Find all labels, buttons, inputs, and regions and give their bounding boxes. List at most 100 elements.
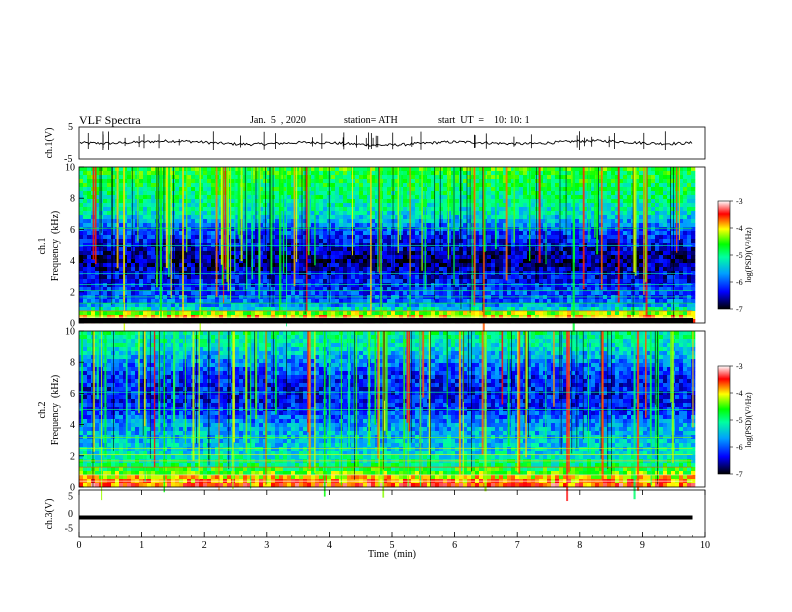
spectrogram-cell [287, 283, 292, 288]
spectrogram-cell [559, 263, 564, 268]
spectrogram-cell [119, 223, 124, 228]
spectrogram-cell [539, 211, 544, 216]
date-label: Jan. 5 , 2020 [250, 115, 306, 126]
spectrogram-cell [679, 267, 684, 272]
spectrogram-cell [683, 223, 688, 228]
spectrogram-cell [367, 239, 372, 244]
spectrogram-cell [499, 227, 504, 232]
spectrogram-cell [191, 275, 196, 280]
spectrogram-cell [627, 291, 632, 296]
spectrogram-cell [583, 215, 588, 220]
spectrogram-cell [659, 183, 664, 188]
spectrogram-cell [447, 235, 452, 240]
spectrogram-cell [199, 171, 204, 176]
spectrogram-cell [563, 259, 568, 264]
spectrogram-cell [691, 187, 696, 192]
spectrogram-cell [259, 283, 264, 288]
spectrogram-cell [647, 255, 652, 260]
spectrogram-cell [687, 267, 692, 272]
spectrogram-cell [611, 175, 616, 180]
spectrogram-cell [195, 235, 200, 240]
spectrogram-cell [611, 227, 616, 232]
spectrogram-cell [523, 187, 528, 192]
spectrogram-cell [227, 263, 232, 268]
spectrogram-cell [235, 291, 240, 296]
spectrogram-cell [267, 207, 272, 212]
spectrogram-cell [335, 247, 340, 252]
spectrogram-cell [539, 191, 544, 196]
spectrogram-cell [283, 187, 288, 192]
spectrogram-cell [291, 227, 296, 232]
spectrogram-cell [683, 267, 688, 272]
spectrogram-cell [447, 259, 452, 264]
spectrogram-cell [603, 227, 608, 232]
spectrogram-cell [335, 227, 340, 232]
spectrogram-cell [651, 219, 656, 224]
spectrogram-cell [131, 251, 136, 256]
spectrogram-cell [523, 247, 528, 252]
spectrogram-cell [623, 255, 628, 260]
spectrogram-cell [411, 167, 416, 172]
spectrogram-cell [559, 283, 564, 288]
spectrogram-cell [655, 283, 660, 288]
spectrogram-cell [551, 167, 556, 172]
spectrogram-cell [83, 223, 88, 228]
spectrogram-cell [583, 219, 588, 224]
spectrogram-cell [627, 247, 632, 252]
spectrogram-cell [535, 283, 540, 288]
spectrogram-cell [467, 203, 472, 208]
spectrogram-cell [607, 291, 612, 296]
spectrogram-cell [471, 211, 476, 216]
spectrogram-cell [563, 183, 568, 188]
spectrogram-cell [339, 223, 344, 228]
spectrogram-cell [487, 211, 492, 216]
spectrogram-cell [591, 291, 596, 296]
spectrogram-cell [295, 199, 300, 204]
spectrogram-cell [527, 279, 532, 284]
spectrogram-cell [235, 223, 240, 228]
spectrogram-cell [539, 195, 544, 200]
spectrogram-cell [251, 263, 256, 268]
spectrogram-cell [395, 191, 400, 196]
spectrogram-cell [111, 183, 116, 188]
spectrogram-cell [195, 187, 200, 192]
spectrogram-cell [131, 267, 136, 272]
spectrogram-cell [143, 267, 148, 272]
spectrogram-cell [103, 259, 108, 264]
spectrogram-cell [635, 279, 640, 284]
spectrogram-cell [615, 247, 620, 252]
spectrogram-cell [539, 183, 544, 188]
spectrogram-cell [291, 203, 296, 208]
spectrogram-cell [455, 211, 460, 216]
spectrogram-cell [471, 207, 476, 212]
spectrogram-cell [575, 279, 580, 284]
spectrogram-cell [203, 215, 208, 220]
spectrogram-cell [87, 223, 92, 228]
spectrogram-cell [619, 219, 624, 224]
spectrogram-cell [483, 263, 488, 268]
spectrogram-cell [235, 283, 240, 288]
spectrogram-cell [579, 219, 584, 224]
spectrogram-cell [559, 255, 564, 260]
spectrogram-cell [563, 179, 568, 184]
spectrogram-cell [519, 215, 524, 220]
spectrogram-cell [375, 227, 380, 232]
spectrogram-cell [583, 187, 588, 192]
spectrogram-cell [123, 191, 128, 196]
spectrogram-cell [163, 267, 168, 272]
spectrogram-cell [131, 199, 136, 204]
spectrogram-cell [507, 287, 512, 292]
spectrogram-cell [191, 227, 196, 232]
spectrogram-cell [199, 291, 204, 296]
spectrogram-cell [655, 219, 660, 224]
spectrogram-cell [591, 171, 596, 176]
spectrogram-cell [267, 191, 272, 196]
spectrogram-cell [247, 227, 252, 232]
spectrogram-cell [275, 235, 280, 240]
spectrogram-cell [415, 235, 420, 240]
spectrogram-cell [347, 239, 352, 244]
spectrogram-cell [135, 183, 140, 188]
spectrogram-cell [487, 187, 492, 192]
spectrogram-cell [667, 223, 672, 228]
spectrogram-cell [479, 247, 484, 252]
